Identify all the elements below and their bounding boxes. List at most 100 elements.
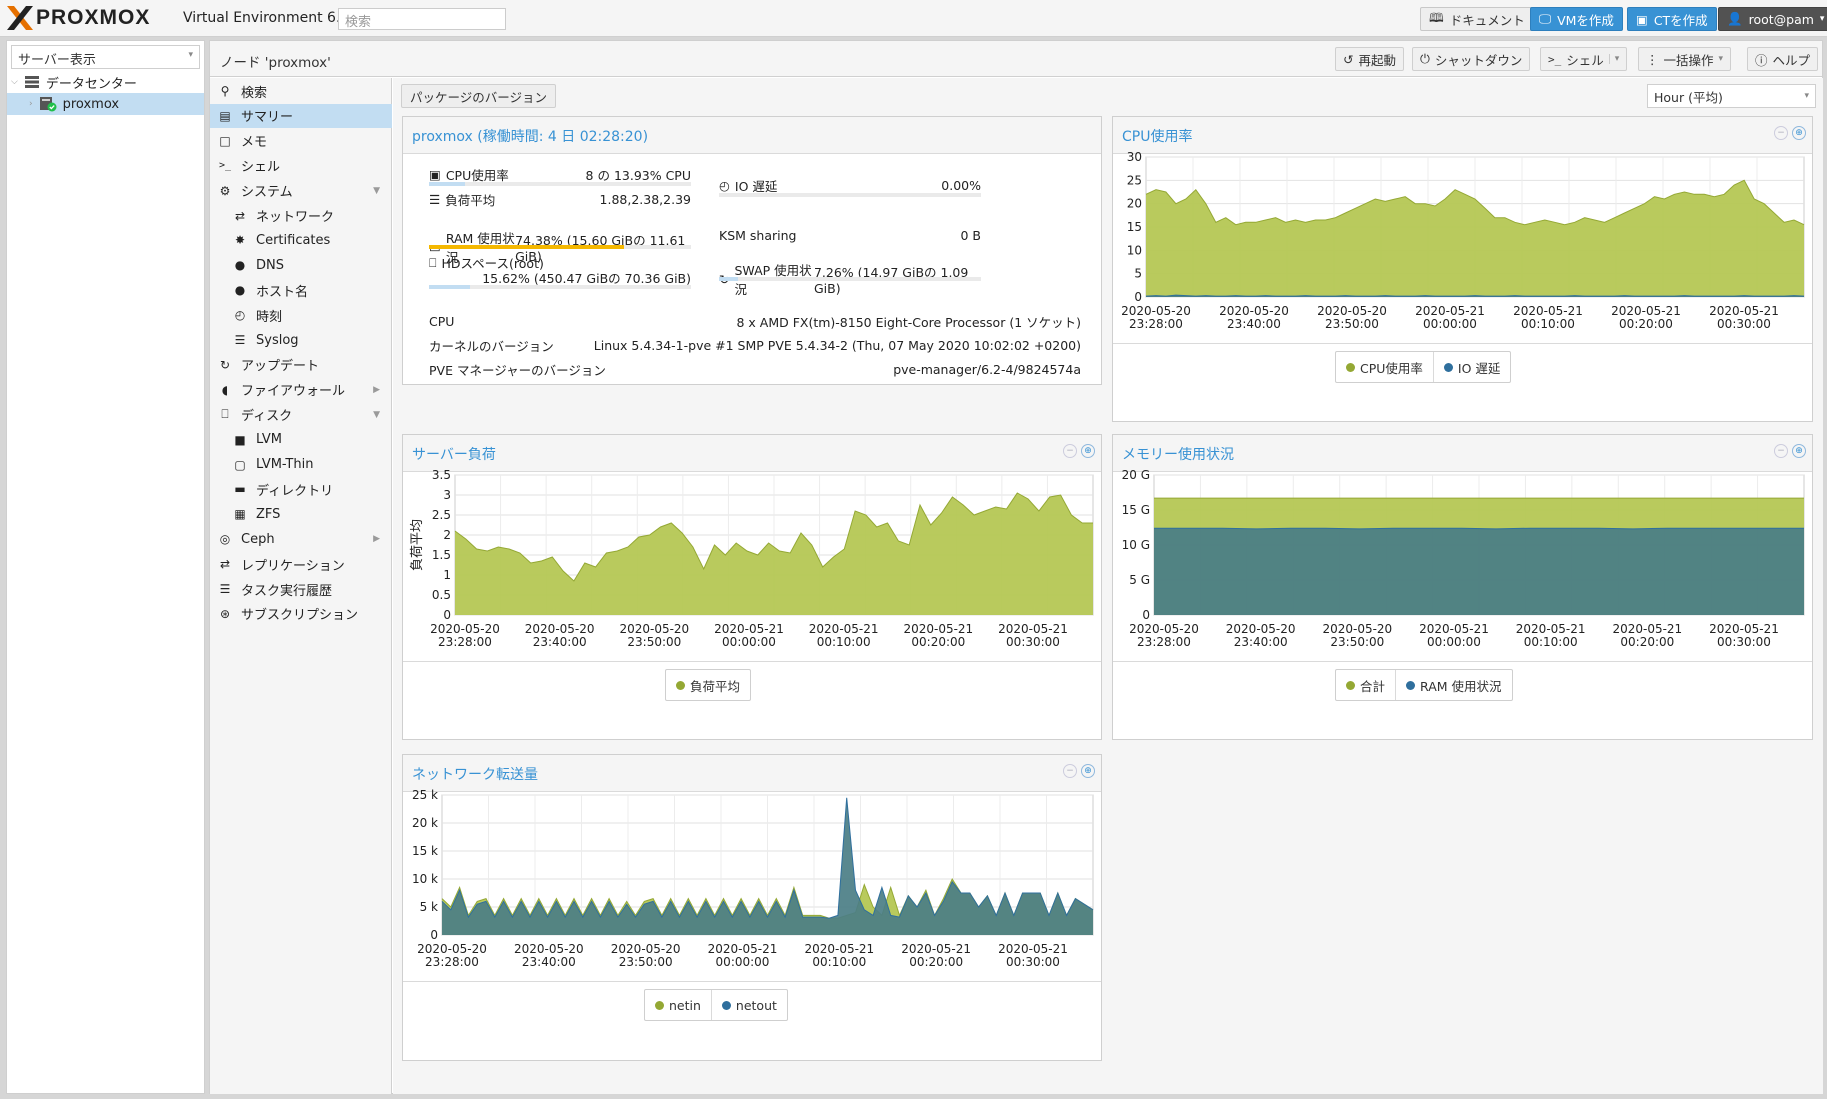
x-tick-time: 00:10:00 (812, 955, 866, 969)
x-tick-time: 00:00:00 (1427, 635, 1481, 649)
nav-item-12[interactable]: ↻ アップデート (210, 353, 392, 377)
legend-item[interactable]: CPU使用率 (1336, 352, 1433, 382)
nav-item-13[interactable]: ◖ ファイアウォール ▶ (210, 378, 392, 402)
nav-item-16[interactable]: ▢ LVM-Thin (210, 453, 392, 477)
legend-dot-icon (1346, 362, 1355, 372)
chevron-down-icon: ▾ (1608, 54, 1619, 64)
ksm-sharing-value: 0 B (960, 228, 981, 243)
panel-tools: − ⊕ (1774, 444, 1806, 458)
chevron-down-icon[interactable]: ▼ (373, 409, 380, 420)
nav-item-5[interactable]: ⚙ システム ▼ (210, 179, 392, 203)
nav-item-15[interactable]: ■ LVM (210, 428, 392, 452)
create-ct-button[interactable]: ▣ CTを作成 (1627, 7, 1717, 31)
proxmox-logo[interactable]: PROXMOX (6, 3, 150, 33)
nav-item-22[interactable]: ⊛ サブスクリプション (210, 602, 392, 626)
reboot-button[interactable]: ↺ 再起動 (1335, 47, 1404, 71)
zoom-reset-icon[interactable]: − (1774, 444, 1788, 458)
chart-title: メモリー使用状況 (1122, 447, 1234, 463)
tree-item-node-proxmox[interactable]: › proxmox (7, 93, 204, 115)
summary-content: パッケージのバージョン Hour (平均) ▾ proxmox (稼働時間: 4… (393, 78, 1823, 1094)
ram-usage-bar-fill (429, 245, 624, 249)
chevron-down-icon[interactable]: ▼ (373, 185, 380, 196)
legend-item[interactable]: 合計 (1336, 670, 1395, 700)
nav-item-2[interactable]: ▤ サマリー (210, 103, 392, 128)
legend-item[interactable]: netin (645, 990, 711, 1020)
y-tick-label: 15 G (1122, 503, 1150, 517)
kernel-version-label: カーネルのバージョン (429, 339, 554, 354)
series-line-1 (1145, 179, 1805, 226)
chart-svg: 05 k10 k15 k20 k25 k2020-05-2023:28:0020… (412, 788, 1094, 969)
panel-header: メモリー使用状況 − ⊕ (1113, 435, 1812, 472)
shutdown-label: シャットダウン (1434, 52, 1523, 68)
cogs-icon: ⚙ (219, 183, 231, 198)
hdd-icon: ⎕ (429, 254, 437, 270)
chevron-down-icon: ▾ (1819, 14, 1825, 24)
node-header: ノード 'proxmox' ↺ 再起動 ⏻ シャットダウン >_ シェル ▾ ⋮… (210, 41, 1822, 77)
node-navigation: ⚲ 検索 ▤ サマリー □ メモ >_ シェル ⚙ システム ▼ ⇄ ネットワーク ✸ Certificat… (210, 78, 392, 1094)
bulk-actions-button[interactable]: ⋮ 一括操作 ▾ (1638, 47, 1732, 71)
package-versions-button[interactable]: パッケージのバージョン (401, 84, 557, 108)
zoom-reset-icon[interactable]: − (1063, 444, 1077, 458)
zoom-select-icon[interactable]: ⊕ (1792, 444, 1806, 458)
nav-item-21[interactable]: ☰ タスク実行履歴 (210, 577, 392, 601)
nav-item-9[interactable]: ● ホスト名 (210, 278, 392, 302)
zoom-select-icon[interactable]: ⊕ (1081, 444, 1095, 458)
kernel-version-row: カーネルのバージョン Linux 5.4.34-1-pve #1 SMP PVE… (429, 336, 1081, 355)
globe-icon: ● (234, 283, 246, 298)
hd-space-value: 15.62% (450.47 GiBの 70.36 GiB) (482, 271, 691, 286)
search-input[interactable]: 検索 (338, 8, 506, 30)
tree-item-datacenter[interactable]: ⌵ データセンター (7, 71, 204, 93)
shell-label: シェル (1566, 52, 1604, 68)
legend-dot-icon (676, 680, 685, 690)
shutdown-button[interactable]: ⏻ シャットダウン (1412, 47, 1531, 71)
legend-item[interactable]: 負荷平均 (666, 670, 750, 700)
x-tick-date: 2020-05-20 (1226, 622, 1296, 636)
nav-item-14[interactable]: ⎕ ディスク ▼ (210, 403, 392, 427)
view-selector[interactable]: サーバー表示 ▾ (11, 45, 200, 69)
y-tick-label: 5 G (1129, 573, 1150, 587)
legend-item[interactable]: IO 遅延 (1432, 352, 1511, 382)
legend-dot-icon (655, 1000, 664, 1010)
nav-item-6[interactable]: ⇄ ネットワーク (210, 204, 392, 228)
x-tick-time: 23:50:00 (1330, 635, 1384, 649)
undo-icon: ↺ (1343, 51, 1354, 67)
help-label: ヘルプ (1772, 52, 1811, 68)
create-vm-button[interactable]: 🖵 VMを作成 (1530, 7, 1623, 31)
nav-item-3[interactable]: □ メモ (210, 129, 392, 153)
nav-item-20[interactable]: ⇄ レプリケーション (210, 552, 392, 576)
timeframe-selector[interactable]: Hour (平均) ▾ (1647, 84, 1816, 108)
zoom-reset-icon[interactable]: − (1063, 764, 1077, 778)
cube-icon: ▣ (1636, 11, 1648, 27)
shield-icon: ◖ (221, 382, 229, 397)
legend-dot-icon (1406, 680, 1416, 690)
nav-item-7[interactable]: ✸ Certificates (210, 228, 392, 252)
help-button[interactable]: ⓘ ヘルプ (1747, 47, 1819, 71)
documentation-button[interactable]: 🕮 ドキュメント (1420, 7, 1534, 31)
nav-item-17[interactable]: ▬ ディレクトリ (210, 477, 392, 501)
chevron-right-icon[interactable]: ▶ (373, 534, 380, 545)
panel-header: ネットワーク転送量 − ⊕ (403, 755, 1101, 792)
series-area-1 (1146, 180, 1804, 297)
nav-item-10[interactable]: ◴ 時刻 (210, 303, 392, 327)
reboot-label: 再起動 (1358, 52, 1396, 68)
nav-item-11[interactable]: ☰ Syslog (210, 328, 392, 352)
y-tick-label: 15 k (412, 844, 438, 858)
nav-item-1[interactable]: ⚲ 検索 (210, 79, 392, 103)
zoom-select-icon[interactable]: ⊕ (1081, 764, 1095, 778)
legend-item[interactable]: netout (710, 990, 787, 1020)
nav-item-18[interactable]: ▦ ZFS (210, 502, 392, 526)
ksm-sharing-label: KSM sharing (719, 228, 797, 243)
series-area-2 (442, 797, 1093, 935)
resource-tree: サーバー表示 ▾ ⌵ データセンター › proxmox (6, 40, 205, 1094)
chevron-right-icon[interactable]: ▶ (373, 384, 380, 395)
zoom-select-icon[interactable]: ⊕ (1792, 126, 1806, 140)
nav-item-4[interactable]: >_ シェル (210, 154, 392, 178)
zoom-reset-icon[interactable]: − (1774, 126, 1788, 140)
user-menu-button[interactable]: 👤 root@pam ▾ (1718, 7, 1827, 31)
nav-item-19[interactable]: ◎ Ceph ▶ (210, 527, 392, 551)
shell-button[interactable]: >_ シェル ▾ (1540, 47, 1628, 71)
nav-item-8[interactable]: ● DNS (210, 253, 392, 277)
terminal-icon: >_ (1548, 52, 1562, 66)
legend-item[interactable]: RAM 使用状況 (1395, 670, 1512, 700)
chevron-right-icon: › (29, 99, 33, 109)
